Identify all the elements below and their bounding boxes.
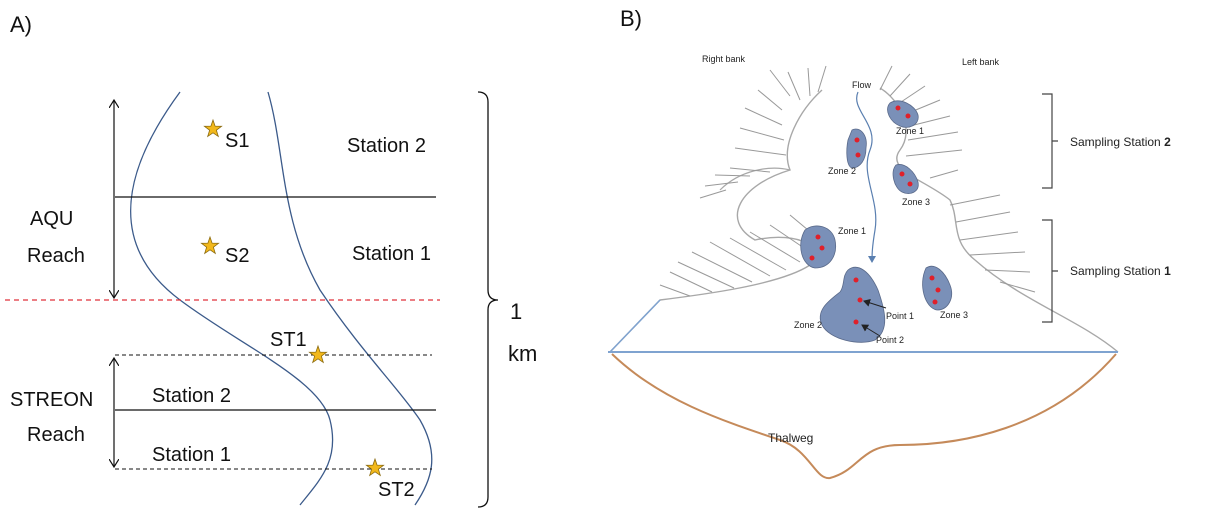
aqu-label: AQU [30,208,73,230]
upper-zone-1-label: Zone 1 [896,126,924,136]
right-bank-label: Right bank [702,54,746,64]
zone-point-dot [856,153,861,158]
thalweg-label: Thalweg [768,431,813,445]
zone-point-dot [855,138,860,143]
upper-zone-2-patch [847,129,867,168]
s1-star-icon [204,120,221,136]
zone-point-dot [854,278,859,283]
aqu-reach-label: Reach [27,245,85,267]
zone-point-dot [933,300,938,305]
lower-zone-1-patch [801,226,836,268]
aqu-station-2-label: Station 2 [347,135,426,157]
zone-point-dot [896,106,901,111]
channel-right-edge [610,90,822,352]
scale-value: 1 [510,299,522,324]
streon-label: STREON [10,389,93,411]
flow-label: Flow [852,80,872,90]
channel-bed-left [610,300,660,352]
scale-unit: km [508,341,537,366]
zone-point-dot [906,114,911,119]
zone-point-dot [858,298,863,303]
panel-b-label: B) [620,6,642,31]
st2-star-icon [366,459,383,475]
lower-zone-1-label: Zone 1 [838,226,866,236]
s2-star-icon [201,237,218,253]
upper-zone-3-patch [893,164,918,193]
sampling-station-1-label: Sampling Station 1 [1070,264,1171,278]
lower-zone-2-label: Zone 2 [794,320,822,330]
lower-zone-3-label: Zone 3 [940,310,968,320]
point-2-label: Point 2 [876,335,904,345]
panel-a-label: A) [10,12,32,37]
upper-zone-2-label: Zone 2 [828,166,856,176]
st2-label: ST2 [378,479,415,501]
sampling-station-2-label: Sampling Station 2 [1070,135,1171,149]
sampling-station-2-bracket [1042,94,1058,188]
streon-station-2-label: Station 2 [152,385,231,407]
right-bank-hatching [660,66,826,296]
zone-point-dot [900,172,905,177]
zone-point-dot [908,182,913,187]
left-bank-label: Left bank [962,57,1000,67]
zone-point-dot [930,276,935,281]
streon-reach-label: Reach [27,424,85,446]
st1-label: ST1 [270,329,307,351]
aqu-station-1-label: Station 1 [352,243,431,265]
zone-point-dot [936,288,941,293]
flow-path [857,92,876,262]
thalweg-profile [612,354,1116,478]
zone-point-dot [816,235,821,240]
streon-station-1-label: Station 1 [152,444,231,466]
upper-zone-1-patch [888,101,919,127]
panel-a: A) S1 S2 Station 2 Station 1 AQU Reach S… [5,12,537,507]
zone-point-dot [854,320,859,325]
s1-label: S1 [225,130,249,152]
zone-point-dot [820,246,825,251]
point-1-label: Point 1 [886,311,914,321]
zone-point-dot [810,256,815,261]
scale-bracket [478,92,498,507]
panel-b: B) [608,6,1171,478]
st1-star-icon [309,346,326,362]
s2-label: S2 [225,245,249,267]
upper-zone-3-label: Zone 3 [902,197,930,207]
